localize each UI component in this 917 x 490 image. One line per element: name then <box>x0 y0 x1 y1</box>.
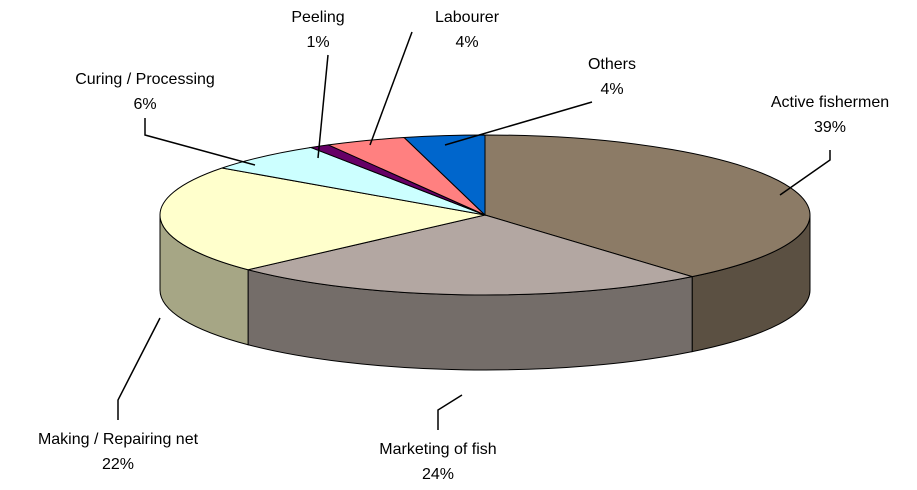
slice-label: Active fishermen <box>771 94 889 111</box>
slice-label: Peeling <box>291 9 344 26</box>
leader-line <box>437 394 463 430</box>
slice <box>247 214 693 296</box>
slice <box>221 146 486 216</box>
slice-label: Curing / Processing <box>75 71 215 88</box>
leader-line <box>444 101 593 146</box>
value-label: 22% <box>102 456 134 473</box>
leader-line <box>369 31 413 146</box>
leader-line <box>144 118 256 166</box>
value-label: 1% <box>306 34 329 51</box>
value-label: 6% <box>133 96 156 113</box>
value-label: 24% <box>422 466 454 483</box>
slice-label: Marketing of fish <box>379 441 496 458</box>
leader-line <box>779 150 831 196</box>
value-label: 4% <box>600 81 623 98</box>
leader-line <box>317 54 329 159</box>
value-label: 39% <box>814 119 846 136</box>
slice-label: Labourer <box>435 9 500 26</box>
value-label: 4% <box>455 34 478 51</box>
slice <box>159 167 486 271</box>
slice-label: Making / Repairing net <box>38 431 199 448</box>
slice-label: Others <box>588 56 636 73</box>
leader-line <box>117 317 161 420</box>
slice <box>403 134 486 217</box>
